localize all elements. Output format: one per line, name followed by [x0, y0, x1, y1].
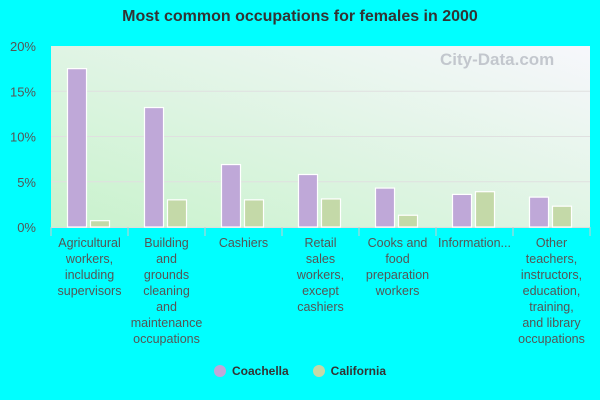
legend: Coachella California: [0, 364, 600, 378]
x-category-label: Building and grounds cleaning and maintenance…: [131, 236, 203, 346]
bar-coachella: [451, 193, 473, 228]
x-category-label: Agricultural workers, including supervisors: [58, 236, 122, 298]
legend-swatch: [312, 365, 325, 377]
bar-california: [551, 205, 573, 228]
bar-california: [320, 198, 342, 228]
legend-swatch: [213, 365, 226, 377]
x-category-label: Information...: [438, 236, 511, 250]
bar-california: [89, 220, 111, 228]
x-category-label: Cooks and food preparation workers: [366, 236, 429, 298]
watermark-logo: City-Data.com: [440, 50, 555, 69]
chart-title: Most common occupations for females in 2…: [122, 8, 478, 25]
x-category-label: Retail sales workers, except cashiers: [296, 236, 344, 314]
x-category-label: Cashiers: [219, 236, 268, 250]
bar-coachella: [66, 68, 88, 228]
bar-california: [243, 199, 265, 228]
legend-item-california: California: [312, 364, 387, 378]
bar-california: [474, 191, 496, 228]
legend-label: Coachella: [231, 364, 289, 378]
y-tick-label: 0%: [17, 220, 36, 235]
y-tick-label: 5%: [17, 175, 36, 190]
bar-coachella: [220, 163, 242, 228]
y-tick-label: 15%: [10, 84, 36, 99]
bar-california: [166, 199, 188, 228]
y-tick-label: 20%: [10, 39, 36, 54]
bar-coachella: [297, 173, 319, 228]
x-category-label: Other teachers, instructors, education, trai…: [518, 236, 585, 346]
bar-coachella: [143, 106, 165, 228]
y-tick-label: 10%: [10, 130, 36, 145]
bar-california: [397, 214, 419, 228]
legend-item-coachella: Coachella: [213, 364, 289, 378]
bar-coachella: [374, 187, 396, 228]
bar-coachella: [528, 196, 550, 228]
legend-label: California: [330, 364, 387, 378]
